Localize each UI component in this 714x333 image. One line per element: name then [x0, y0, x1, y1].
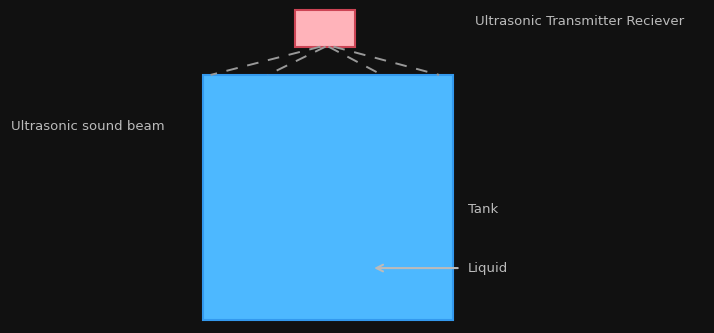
Bar — [203, 75, 453, 320]
Text: Liquid: Liquid — [468, 261, 508, 275]
Bar — [295, 10, 356, 47]
Text: Tank: Tank — [468, 203, 498, 216]
Text: Ultrasonic Transmitter Reciever: Ultrasonic Transmitter Reciever — [475, 15, 684, 28]
Text: Ultrasonic sound beam: Ultrasonic sound beam — [11, 120, 164, 133]
